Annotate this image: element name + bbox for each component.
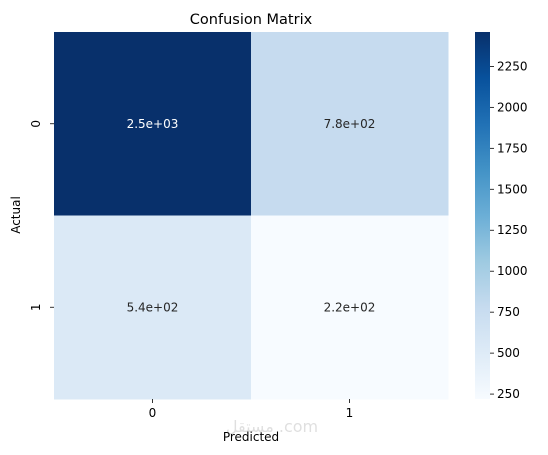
colorbar-tick-label: 2000 (497, 100, 528, 114)
colorbar-tick-label: 1000 (497, 264, 528, 278)
colorbar-tick-label: 1750 (497, 141, 528, 155)
colorbar-tick-label: 250 (497, 387, 520, 401)
watermark: مستقل .com (226, 417, 318, 436)
colorbar-tick-label: 2250 (497, 59, 528, 73)
y-axis-ticks: 01 (29, 120, 54, 311)
cell-annotation: 7.8e+02 (324, 117, 376, 131)
colorbar-tick-label: 750 (497, 305, 520, 319)
y-tick-label: 1 (29, 303, 43, 311)
colorbar-ticks: 250 500 750 1000 1250 1500 1750 2000 2250 (490, 59, 528, 401)
chart-title: Confusion Matrix (190, 12, 313, 28)
watermark-text: مستقل .com (226, 417, 318, 436)
cell-annotation: 2.2e+02 (324, 300, 376, 314)
x-tick-label: 1 (346, 406, 354, 420)
colorbar-tick-label: 1250 (497, 223, 528, 237)
heatmap-cell (251, 215, 449, 400)
cell-annotations: 2.5e+03 7.8e+02 5.4e+02 2.2e+02 (127, 117, 376, 315)
colorbar: 250 500 750 1000 1250 1500 1750 2000 2250 (475, 32, 528, 401)
cell-annotation: 5.4e+02 (127, 300, 179, 314)
heatmap-cells (54, 32, 449, 400)
x-axis-label: Predicted (223, 430, 279, 444)
heatmap-cell (251, 32, 449, 216)
heatmap-cell (54, 32, 252, 216)
y-tick-label: 0 (29, 120, 43, 128)
heatmap-cell (54, 215, 252, 400)
x-tick-label: 0 (149, 406, 157, 420)
colorbar-tick-label: 500 (497, 346, 520, 360)
colorbar-gradient (475, 32, 490, 399)
y-axis-label: Actual (9, 196, 23, 234)
cell-annotation: 2.5e+03 (127, 117, 179, 131)
colorbar-tick-label: 1500 (497, 182, 528, 196)
